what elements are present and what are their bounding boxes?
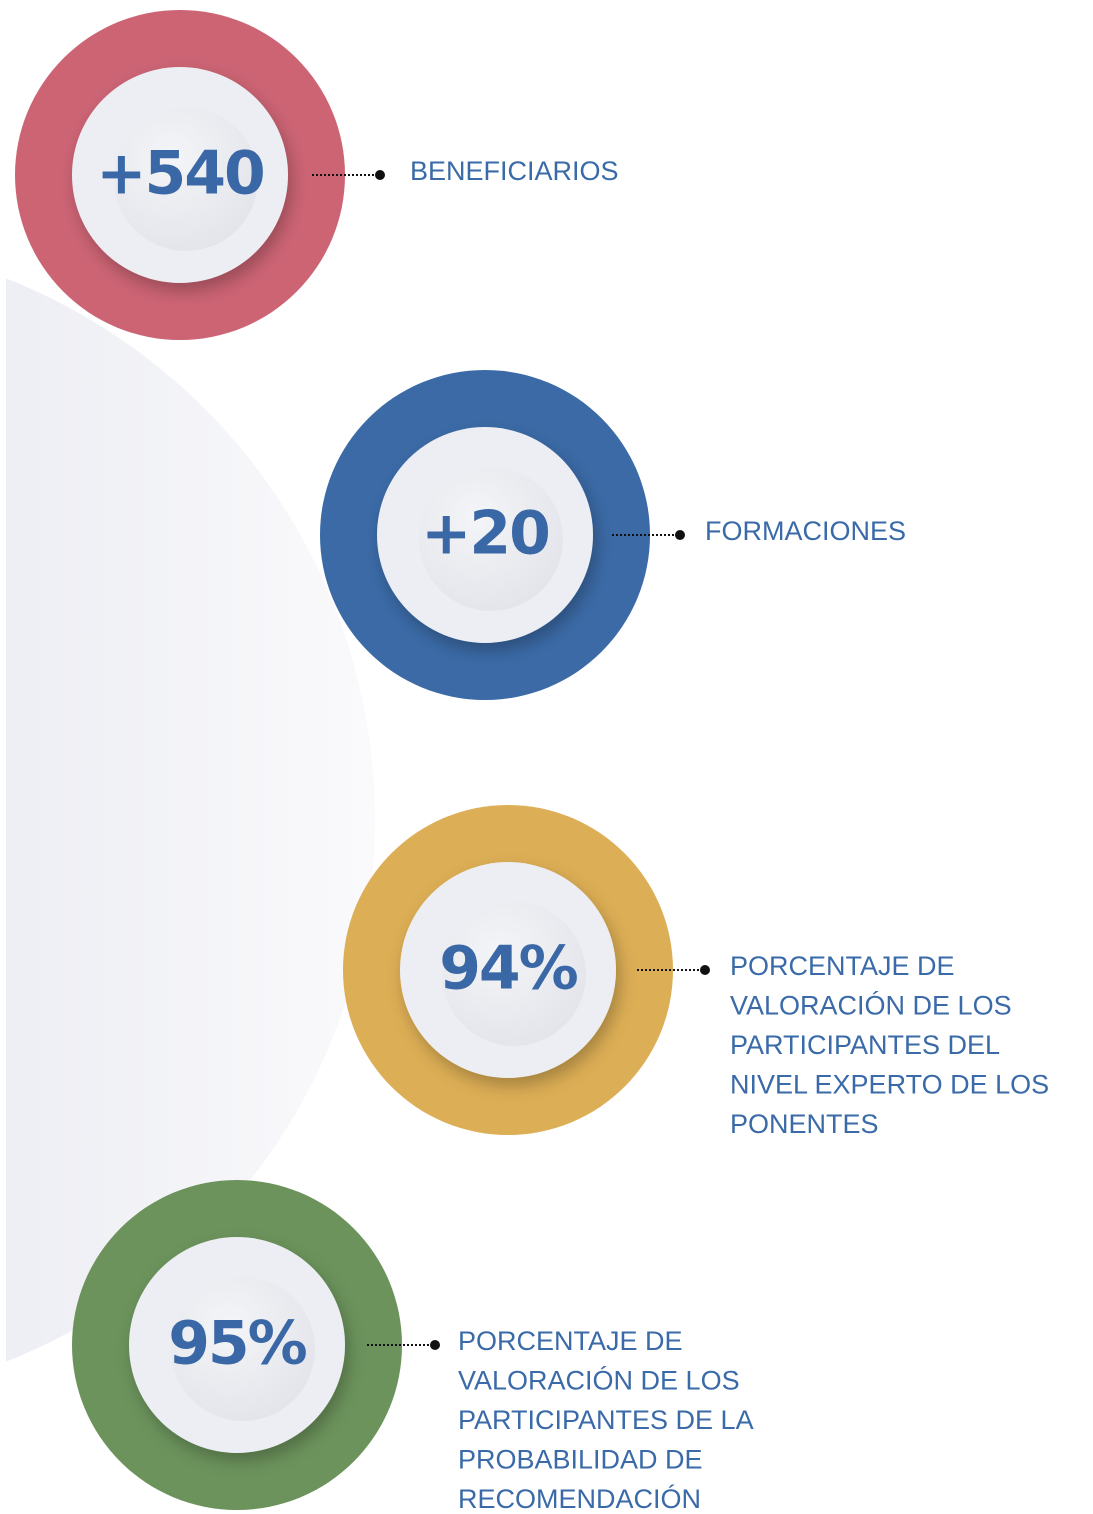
stat-label: PORCENTAJE DE (730, 951, 955, 981)
stat-item: 94% PORCENTAJE DE VALORACIÓN DE LOS PARTICI… (343, 805, 1049, 1139)
stat-label: NIVEL EXPERTO DE LOS (730, 1070, 1049, 1100)
inner-core (171, 1277, 315, 1421)
stat-label: BENEFICIARIOS (410, 156, 619, 186)
stat-label: RECOMENDACIÓN (458, 1483, 701, 1514)
inner-core (419, 467, 563, 611)
stat-label: VALORACIÓN DE LOS (730, 990, 1012, 1021)
connector-dot (375, 170, 385, 180)
stat-label: PORCENTAJE DE (458, 1326, 683, 1356)
stat-item: +20 FORMACIONES (320, 370, 906, 700)
items: +540 BENEFICIARIOS +20 FORMACIONES 94% PORCEN… (15, 10, 1049, 1514)
stat-label: PONENTES (730, 1109, 879, 1139)
stat-value: +20 (421, 499, 549, 569)
stat-value: 94% (439, 934, 577, 1004)
stat-label: VALORACIÓN DE LOS (458, 1365, 740, 1396)
inner-core (114, 107, 258, 251)
stat-item: 95% PORCENTAJE DE VALORACIÓN DE LOS PARTICI… (72, 1180, 754, 1514)
connector-dot (700, 965, 710, 975)
connector-dot (675, 530, 685, 540)
inner-core (442, 902, 586, 1046)
stat-value: +540 (96, 139, 264, 209)
stat-label: FORMACIONES (705, 516, 906, 546)
background-circle (6, 278, 375, 1362)
stat-label: PARTICIPANTES DE LA (458, 1405, 754, 1435)
stat-label: PROBABILIDAD DE (458, 1445, 703, 1475)
stat-item: +540 BENEFICIARIOS (15, 10, 619, 340)
stat-value: 95% (168, 1309, 306, 1379)
stat-label: PARTICIPANTES DEL (730, 1030, 1000, 1060)
connector-dot (430, 1340, 440, 1350)
